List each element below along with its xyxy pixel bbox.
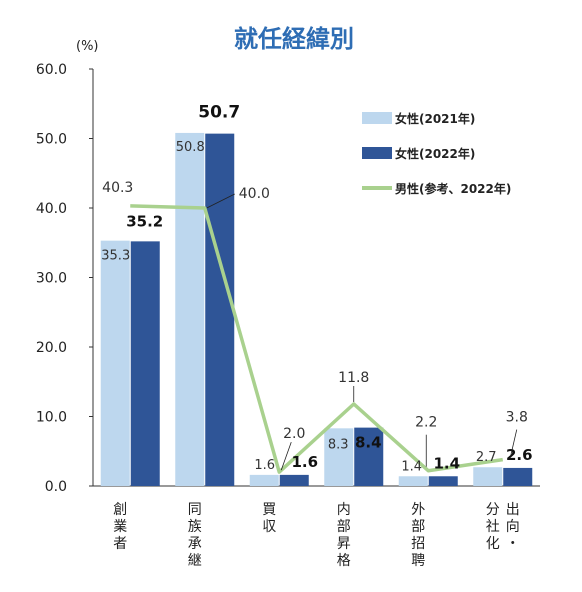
- label-female-2021: 8.3: [328, 437, 349, 452]
- category-char: 創: [113, 502, 127, 518]
- bar-female-2021: [324, 428, 354, 486]
- bar-female-2022: [130, 241, 160, 486]
- category-char: 者: [113, 536, 127, 552]
- category-label: 出向・ 分社化: [486, 502, 520, 552]
- category-char: 族: [188, 519, 202, 535]
- category-label: 買収: [262, 502, 276, 535]
- category-char: 業: [113, 519, 127, 535]
- bar-female-2021: [473, 467, 503, 486]
- leader-line: [206, 193, 235, 209]
- category-char: 承: [188, 536, 202, 552]
- category-char: 社: [486, 519, 500, 535]
- category-char: ・: [506, 536, 520, 552]
- category-char: 向: [506, 519, 520, 535]
- label-male: 3.8: [506, 410, 528, 426]
- category-char: 継: [188, 553, 202, 569]
- axes: 0.0 10.0 20.0 30.0 40.0 50.0 60.0: [36, 62, 540, 495]
- label-female-2022: 50.7: [198, 103, 240, 123]
- category-char: 昇: [337, 536, 351, 552]
- category-char: 同: [188, 502, 202, 518]
- legend-female-2022: 女性(2022年): [362, 146, 475, 161]
- data-labels: 35.3 35.2 40.3 50.8 50.7 40.0 1.6 1.6 2.0 8.3 8.4 1…: [101, 103, 532, 475]
- legend-male-2022: 男性(参考、2022年): [362, 181, 511, 196]
- category-label: 創業者: [113, 502, 127, 552]
- bar-female-2021: [249, 474, 279, 486]
- label-female-2021: 1.4: [401, 459, 422, 474]
- category-char: 部: [337, 519, 351, 535]
- category-char: 買: [262, 502, 276, 518]
- label-female-2022: 1.6: [291, 453, 318, 471]
- y-tick-label: 50.0: [36, 132, 67, 148]
- bar-female-2021: [175, 132, 205, 486]
- category-char: 招: [411, 536, 425, 552]
- legend: 女性(2021年) 女性(2022年) 男性(参考、2022年): [362, 111, 511, 196]
- bar-female-2022: [428, 476, 458, 486]
- label-female-2022: 1.4: [433, 454, 460, 472]
- bar-female-2021: [100, 240, 130, 486]
- label-female-2021: 35.3: [101, 249, 130, 264]
- label-female-2022: 35.2: [126, 212, 163, 230]
- category-char: 出: [506, 502, 520, 518]
- category-char: 化: [486, 536, 500, 552]
- legend-label: 女性(2021年): [395, 111, 475, 126]
- label-male: 2.2: [415, 415, 437, 431]
- label-male: 40.3: [102, 180, 133, 196]
- label-female-2022: 8.4: [355, 434, 382, 452]
- label-female-2021: 2.7: [476, 450, 497, 465]
- legend-swatch: [362, 147, 392, 159]
- bar-female-2022: [503, 467, 533, 486]
- y-tick-label: 60.0: [36, 62, 67, 78]
- bar-female-2021: [398, 476, 428, 486]
- y-tick-label: 0.0: [45, 479, 67, 495]
- category-char: 収: [262, 519, 276, 535]
- label-male: 40.0: [239, 186, 270, 202]
- legend-label: 男性(参考、2022年): [395, 181, 511, 196]
- category-char: 内: [337, 502, 351, 518]
- category-char: 聘: [411, 553, 425, 569]
- male-line: [130, 204, 504, 474]
- legend-female-2021: 女性(2021年): [362, 111, 475, 126]
- label-female-2022: 2.6: [506, 446, 533, 464]
- leader-line: [510, 429, 518, 456]
- category-char: 外: [411, 502, 425, 518]
- chart-title: 就任経緯別: [234, 25, 354, 53]
- y-tick-label: 10.0: [36, 410, 67, 426]
- y-tick-label: 20.0: [36, 340, 67, 356]
- legend-label: 女性(2022年): [395, 146, 475, 161]
- bar-female-2022: [354, 427, 384, 486]
- leader-line: [280, 441, 292, 471]
- category-char: 部: [411, 519, 425, 535]
- bars: [100, 132, 533, 486]
- label-male: 2.0: [283, 426, 305, 442]
- label-female-2021: 50.8: [176, 140, 205, 155]
- bar-female-2022: [205, 133, 235, 486]
- label-female-2021: 1.6: [254, 458, 275, 473]
- category-char: 分: [486, 502, 500, 518]
- category-char: 格: [337, 553, 351, 569]
- y-axis-unit: (%): [76, 39, 99, 54]
- label-male: 11.8: [338, 370, 369, 386]
- male-series-line: [130, 204, 504, 474]
- y-tick-label: 40.0: [36, 201, 67, 217]
- bar-female-2022: [279, 474, 309, 486]
- y-tick-label: 30.0: [36, 271, 67, 287]
- legend-swatch: [362, 112, 392, 124]
